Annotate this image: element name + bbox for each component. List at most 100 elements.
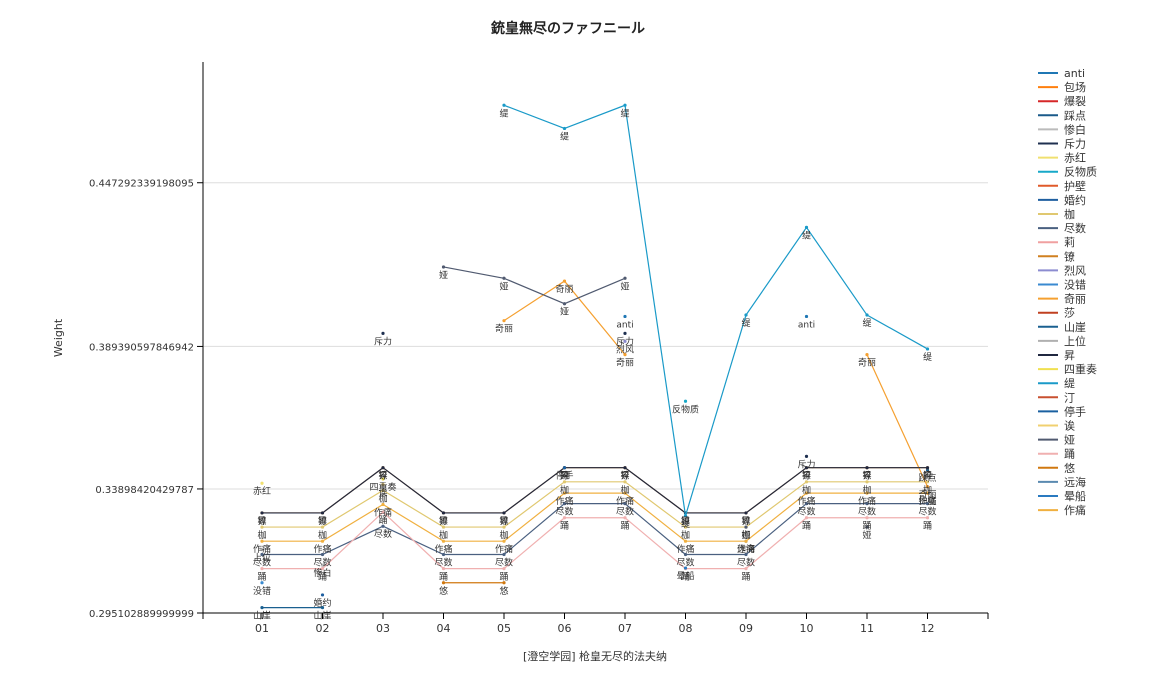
data-point [320,511,325,515]
data-label: 昇 [439,516,448,527]
data-point [804,516,809,520]
data-label: 远海 [737,543,755,555]
data-label: 尽数 [555,506,573,518]
data-point [623,480,627,484]
data-point [502,525,506,529]
x-tick-label: 03 [376,622,390,635]
data-point [260,552,264,557]
data-label: 枷 [499,529,508,541]
data-label: 奇丽 [918,489,936,501]
data-point [381,483,385,487]
data-point [381,331,385,336]
data-point [502,581,506,585]
data-point [320,525,325,529]
data-point [260,581,264,585]
data-label: 踊 [681,572,690,583]
data-point [260,567,264,571]
data-point [623,466,627,470]
data-point [260,481,264,485]
y-tick-label: 0.295102889999999 [89,609,194,620]
legend-entry: 护壁 [1064,179,1086,193]
data-point [260,525,264,529]
data-label: 踊 [560,521,569,532]
data-point [865,353,869,357]
data-point [381,510,385,514]
data-point [683,552,688,557]
data-label: 婚约 [313,597,331,609]
data-point [623,339,627,343]
data-point [925,468,930,472]
legend-entry: 奇丽 [1064,293,1086,306]
data-point [925,347,930,351]
data-point [623,501,627,506]
data-label: 枷 [802,484,811,496]
data-label: 枷 [741,529,750,541]
data-point [683,399,688,403]
data-point [441,552,446,557]
data-label: 赤红 [253,485,271,497]
data-label: 枷 [681,529,690,541]
data-label: 镣 [378,470,387,482]
data-label: anti [616,320,633,330]
legend-entry: 赤红 [1064,152,1086,165]
data-point [623,516,627,520]
data-point [381,502,385,507]
x-tick-label: 08 [679,622,693,635]
point-labels: anti anti踩点惨白斥力 斥力斥力赤红反物质护壁婚约枷 枷枷枷 枷枷 枷枷 枷枷枷枷尽… [253,107,937,621]
x-tick-label: 06 [558,622,572,635]
series-line-昇 [262,466,928,514]
data-point [804,480,809,484]
data-point [623,103,627,107]
series-line-踊 [262,511,928,570]
data-label: 斥力 [797,458,815,470]
data-point [744,552,748,557]
series-line-娅 [443,266,626,305]
data-label: 斥力 [616,335,634,347]
legend-entry: 上位 [1064,334,1086,348]
data-point [562,466,567,470]
legend-entry: anti [1064,67,1085,80]
data-point [562,491,567,495]
legend-entry: 婚约 [1064,193,1086,207]
data-point [502,511,506,515]
data-label: 悠 [439,585,448,597]
data-label: 镣 [439,515,448,527]
data-label: 缇 [862,317,871,329]
y-tick-label: 0.447292339198095 [89,179,194,190]
data-label: 踩点 [918,473,936,484]
data-point [441,567,446,571]
legend-entry: 斥力 [1064,138,1086,151]
x-tick-label: 05 [497,622,511,635]
data-label: 四重奏 [369,481,396,493]
series-line-尽数 [262,502,928,556]
legend-entry: 昇 [1064,349,1075,362]
x-tick-label: 11 [860,622,874,635]
data-label: 踊 [499,572,508,583]
data-label: 尽数 [374,528,392,540]
data-label: 昇 [923,471,932,482]
data-point [925,501,930,506]
data-label: 作痛 [676,543,694,555]
data-point [441,265,446,269]
legend-entry: 尽数 [1064,222,1086,235]
data-label: 停手 [555,470,573,482]
data-point [925,491,930,495]
data-label: 娅 [499,280,508,292]
legend-entry: 山崖 [1064,321,1086,334]
data-label: 作痛 [313,543,331,555]
data-label: 昇 [378,471,387,482]
data-label: 镣 [923,470,932,482]
legend-entry: 缇 [1064,376,1075,390]
data-label: 作痛 [555,495,573,507]
data-label: 踊 [439,572,448,583]
data-label: 作痛 [797,495,815,507]
data-point [804,454,809,458]
legend-entry: 四重奏 [1064,362,1097,376]
legend-entry: 踊 [1064,448,1075,461]
data-label: 枷 [318,529,327,541]
data-label: 枷 [439,529,448,541]
data-point [502,276,506,280]
data-point [441,539,446,543]
data-label: 尽数 [676,556,694,568]
data-point [804,501,809,506]
